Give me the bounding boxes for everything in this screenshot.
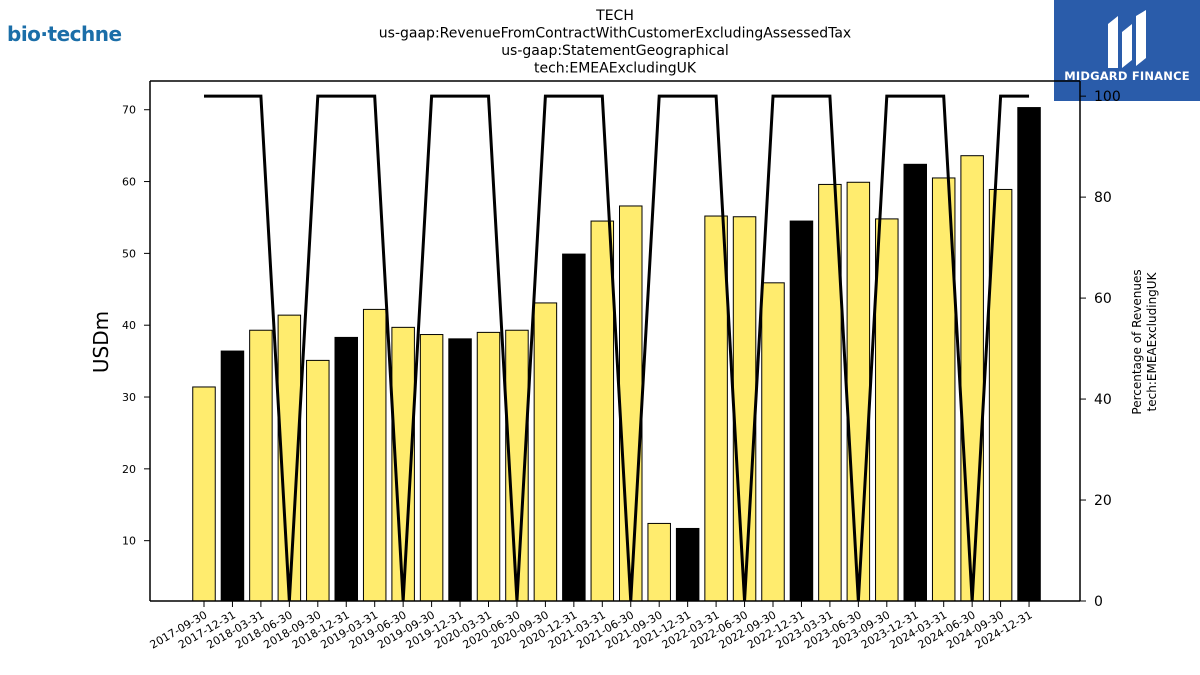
percentage-line	[204, 94, 1030, 602]
y2-tick-label: 40	[1094, 392, 1112, 408]
y-tick-label: 50	[122, 247, 136, 260]
chart-title-line: TECH	[595, 8, 634, 24]
midgard-brand-text: MIDGARD FINANCE	[1064, 69, 1190, 83]
bar	[334, 336, 358, 602]
bar	[761, 282, 785, 602]
bar	[875, 218, 899, 602]
bar	[846, 181, 871, 602]
bar	[448, 338, 472, 602]
y2-tick-label: 20	[1094, 493, 1112, 509]
bar	[220, 350, 245, 602]
y2-tick-label: 100	[1094, 89, 1121, 105]
y-tick-label: 60	[122, 176, 136, 189]
bar	[960, 155, 984, 602]
y2-axis-label: Percentage of Revenues tech:EMEAExcluding…	[1130, 269, 1159, 414]
y-tick-label: 40	[122, 319, 136, 332]
bar	[476, 331, 501, 602]
chart-title: TECH us-gaap:RevenueFromContractWithCusto…	[379, 8, 851, 77]
chart-title-line: us-gaap:RevenueFromContractWithCustomerE…	[379, 26, 851, 42]
bar	[704, 215, 728, 602]
bar	[1017, 107, 1041, 602]
y2-axis-label-line: Percentage of Revenues	[1130, 269, 1144, 414]
x-axis-ticks: 2017-09-302017-12-312018-03-312018-06-30…	[148, 601, 1035, 652]
y-tick-label: 70	[122, 104, 136, 117]
percentage-line-layer	[204, 94, 1030, 602]
bar	[419, 334, 444, 602]
y-axis-label: USDm	[89, 311, 113, 373]
y2-axis-label-line: tech:EMEAExcludingUK	[1145, 271, 1159, 411]
bar	[903, 163, 927, 602]
bar	[647, 522, 671, 602]
bar	[619, 205, 643, 602]
left-axis-ticks: 10 20 30 40 50 60 70	[122, 104, 150, 548]
y-tick-label: 20	[122, 463, 136, 476]
y-tick-label: 10	[122, 535, 136, 548]
bar	[562, 253, 586, 602]
y2-tick-label: 60	[1094, 291, 1112, 307]
chart-title-line: us-gaap:StatementGeographical	[501, 43, 729, 59]
bar	[533, 302, 558, 602]
biotechne-logo: bio·techne	[7, 22, 122, 46]
y2-tick-label: 80	[1094, 190, 1112, 206]
midgard-mark-icon	[1108, 10, 1146, 68]
bar	[590, 220, 615, 602]
chart-title-line: tech:EMEAExcludingUK	[534, 61, 697, 77]
right-axis-ticks: 0 20 40 60 80 100	[1080, 89, 1121, 610]
bar	[675, 527, 700, 602]
bar	[192, 386, 216, 602]
bar	[306, 359, 330, 602]
bar	[249, 329, 273, 602]
axes	[149, 80, 1081, 602]
midgard-finance-logo: MIDGARD FINANCE	[1054, 0, 1200, 101]
bar	[362, 308, 387, 602]
y-tick-label: 30	[122, 391, 136, 404]
bar	[789, 220, 814, 602]
y2-tick-label: 0	[1094, 594, 1103, 610]
bar	[732, 216, 757, 602]
